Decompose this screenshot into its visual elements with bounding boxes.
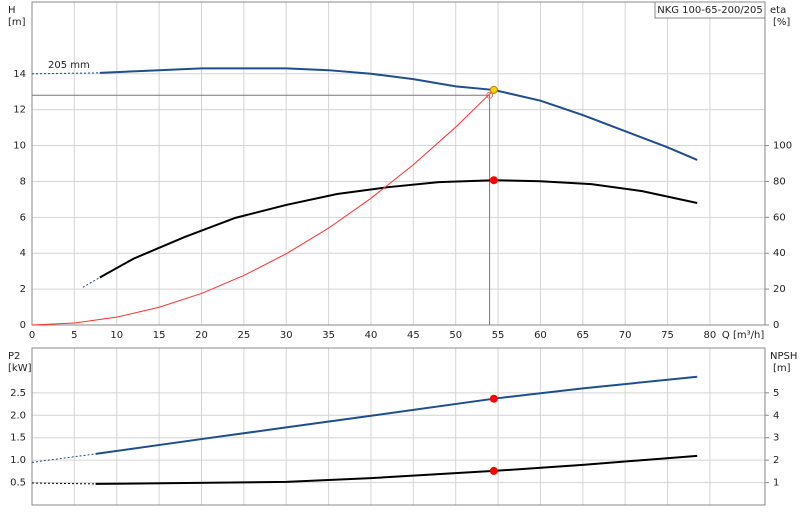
y2-tick-label: 4: [773, 410, 779, 421]
curve: [99, 179, 698, 279]
y-tick-label: 0: [20, 320, 26, 331]
curve: [82, 277, 101, 288]
y2-tick-label: 2: [773, 455, 779, 466]
x-tick-label: 0: [29, 330, 35, 341]
y-axis-label: H: [8, 5, 16, 16]
y-tick-label: 2.0: [10, 410, 26, 421]
y-tick-label: 1.0: [10, 455, 26, 466]
x-tick-label: 10: [110, 330, 123, 341]
y2-tick-label: 1: [773, 478, 779, 489]
operating-point: [489, 466, 498, 475]
chart-title: NKG 100-65-200/205: [657, 5, 763, 16]
y2-axis-label: eta: [770, 5, 786, 16]
y-axis-unit: [kW]: [8, 363, 32, 374]
y-tick-label: 2.5: [10, 388, 26, 399]
plot-frame: [31, 347, 766, 506]
x-tick-label: 15: [153, 330, 166, 341]
y2-axis-label: NPSH: [770, 351, 797, 362]
x-tick-label: 80: [704, 330, 717, 341]
x-tick-label: 60: [534, 330, 547, 341]
title-box: [654, 1, 766, 19]
guide-point: [486, 91, 494, 99]
x-tick-label: 30: [280, 330, 293, 341]
operating-point: [489, 85, 498, 94]
y-axis-unit: [m]: [8, 17, 26, 28]
curve: [31, 482, 96, 485]
x-tick-label: 35: [322, 330, 335, 341]
x-tick-label: 20: [195, 330, 208, 341]
y2-tick-label: 3: [773, 433, 779, 444]
curve: [99, 67, 698, 161]
plot-frame: [31, 1, 766, 326]
y2-tick-label: 0: [773, 320, 779, 331]
y2-tick-label: 5: [773, 388, 779, 399]
y-axis-label: P2: [8, 351, 20, 362]
x-tick-label: 40: [365, 330, 378, 341]
x-tick-label: 50: [449, 330, 462, 341]
y2-axis-unit: [%]: [773, 17, 790, 28]
y-tick-label: 0.5: [10, 478, 26, 489]
y-tick-label: 2: [20, 284, 26, 295]
y2-axis-unit: [m]: [773, 363, 791, 374]
operating-point: [489, 176, 498, 185]
operating-point: [489, 394, 498, 403]
y-tick-label: 8: [20, 176, 26, 187]
curve: [31, 453, 96, 463]
y-tick-label: 10: [13, 141, 26, 152]
y2-tick-label: 80: [773, 176, 786, 187]
x-tick-label: 25: [237, 330, 250, 341]
y-tick-label: 6: [20, 212, 26, 223]
x-tick-label: 70: [619, 330, 632, 341]
y2-tick-label: 60: [773, 212, 786, 223]
y-tick-label: 4: [20, 248, 26, 259]
x-axis-label: Q [m³/h]: [722, 330, 764, 341]
y-tick-label: 12: [13, 105, 26, 116]
x-tick-label: 45: [407, 330, 420, 341]
y-tick-label: 14: [13, 69, 26, 80]
y2-tick-label: 20: [773, 284, 786, 295]
y2-tick-label: 40: [773, 248, 786, 259]
x-tick-label: 55: [492, 330, 505, 341]
x-tick-label: 65: [576, 330, 589, 341]
x-tick-label: 75: [661, 330, 674, 341]
x-tick-label: 5: [71, 330, 77, 341]
curve: [95, 454, 698, 485]
curve: [31, 89, 495, 326]
curve-annotation: 205 mm: [48, 60, 90, 71]
curve: [31, 72, 100, 75]
y2-tick-label: 100: [773, 141, 792, 152]
curve: [95, 375, 698, 455]
y-tick-label: 1.5: [10, 433, 26, 444]
